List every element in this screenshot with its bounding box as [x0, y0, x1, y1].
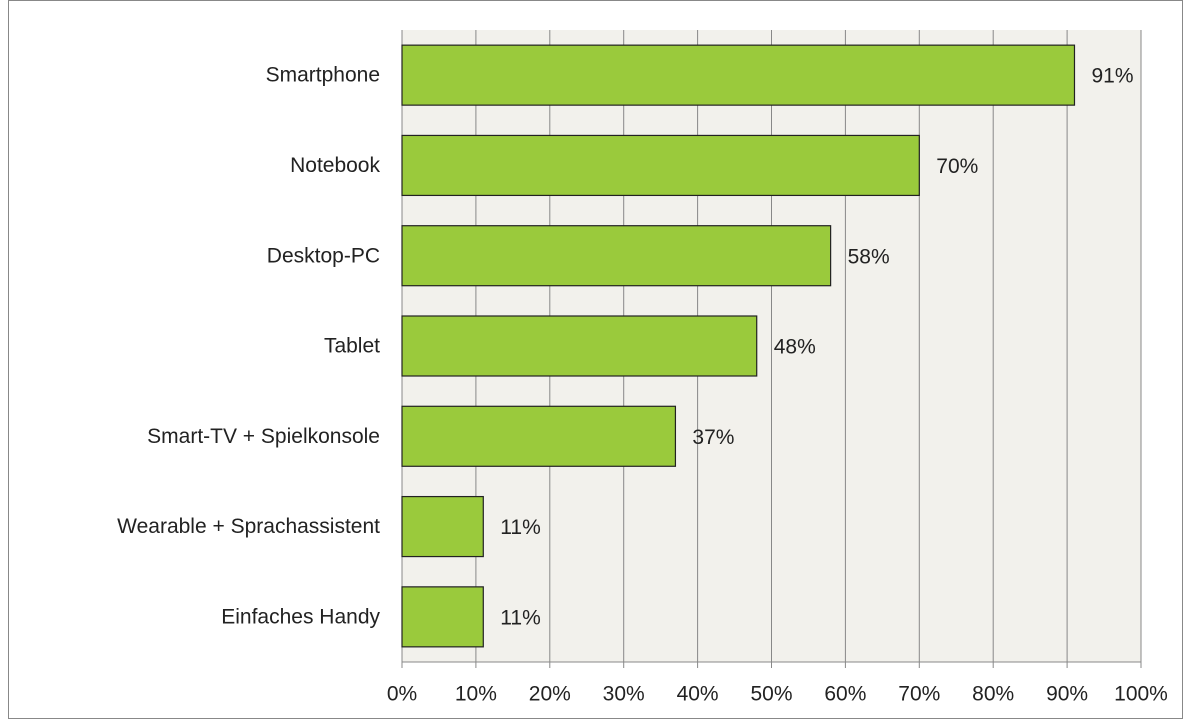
- x-tick-label: 0%: [387, 683, 417, 706]
- x-tick-label: 40%: [677, 683, 719, 706]
- y-tick-label: Tablet: [324, 335, 380, 358]
- x-tick-label: 100%: [1114, 683, 1168, 706]
- x-tick-label: 10%: [455, 683, 497, 706]
- value-label: 11%: [500, 516, 540, 539]
- value-label: 11%: [500, 606, 540, 629]
- bar: [401, 495, 484, 558]
- value-label: 37%: [692, 426, 734, 449]
- x-tick-label: 50%: [750, 683, 792, 706]
- bar: [401, 134, 920, 197]
- bar: [401, 44, 1076, 106]
- y-tick-label: Smart-TV + Spielkonsole: [147, 425, 380, 448]
- x-tick-label: 60%: [824, 683, 866, 706]
- y-tick-label: Einfaches Handy: [221, 605, 380, 628]
- bar: [401, 315, 758, 377]
- bar: [401, 586, 484, 648]
- value-label: 91%: [1091, 65, 1133, 88]
- value-label: 58%: [848, 245, 890, 268]
- x-tick-label: 90%: [1046, 683, 1088, 706]
- y-tick-label: Notebook: [290, 154, 380, 177]
- x-tick-label: 80%: [972, 683, 1014, 706]
- bar: [401, 225, 832, 287]
- value-label: 48%: [774, 336, 816, 359]
- y-tick-label: Desktop-PC: [267, 244, 380, 267]
- x-tick-label: 30%: [603, 683, 645, 706]
- value-label: 70%: [936, 155, 978, 178]
- y-tick-label: Wearable + Sprachassistent: [117, 515, 380, 538]
- x-tick-label: 20%: [529, 683, 571, 706]
- x-tick-label: 70%: [898, 683, 940, 706]
- y-tick-label: Smartphone: [266, 64, 380, 87]
- bar: [401, 405, 677, 467]
